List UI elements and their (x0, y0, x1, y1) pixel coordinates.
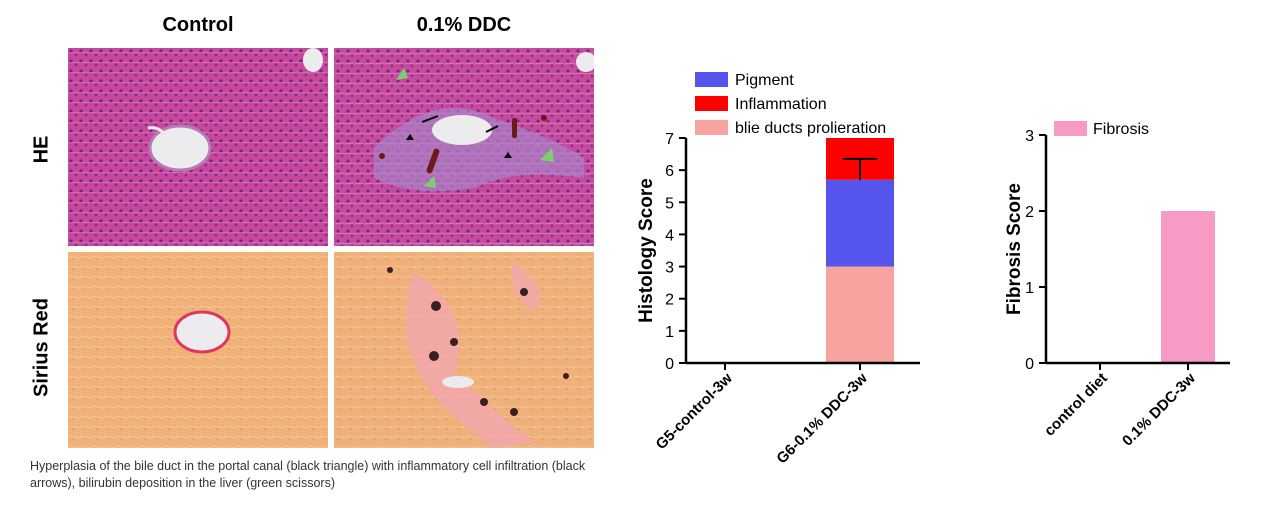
x-tick-label-1: G6-0.1% DDC-3w (773, 370, 871, 468)
fibrosis-score-chart: Fibrosis 0 1 2 3 control diet 0.1% DDC-3w Fibro… (1004, 121, 1230, 450)
y-tick-label-2: 2 (1025, 204, 1034, 221)
y-axis-label: Fibrosis Score (1004, 183, 1025, 315)
y-tick-label-4: 4 (665, 227, 674, 244)
figure-caption: Hyperplasia of the bile duct in the port… (30, 459, 586, 490)
x-tick-label-0: G5-control-3w (653, 370, 737, 454)
legend-swatch-1 (695, 96, 728, 111)
column-title-ddc: 0.1% DDC (416, 14, 512, 36)
legend-swatch-0 (695, 72, 728, 87)
y-tick-label-1: 1 (1025, 280, 1034, 297)
bar-1-0 (826, 266, 894, 363)
bar-1-1 (826, 179, 894, 267)
legend-label-1: Inflammation (735, 96, 827, 113)
legend-label-2: blie ducts prolieration (735, 120, 886, 137)
y-tick-label-7: 7 (665, 131, 674, 148)
y-tick-label-1: 1 (665, 324, 674, 341)
row-title-he: HE (30, 135, 53, 164)
y-tick-label-3: 3 (1025, 128, 1034, 145)
y-tick-label-2: 2 (665, 292, 674, 309)
histology-score-chart: Pigment Inflammation blie ducts prolierati… (636, 72, 920, 468)
legend-swatch-2 (695, 120, 728, 135)
row-title-sirius-red: Sirius Red (30, 298, 53, 397)
y-tick-label-0: 0 (665, 356, 674, 373)
he-ddc-image (334, 48, 594, 246)
y-tick-label-3: 3 (665, 260, 674, 277)
legend-label-fibrosis: Fibrosis (1093, 121, 1149, 138)
bar-fibrosis-1 (1161, 211, 1215, 363)
legend-swatch-fibrosis (1054, 121, 1087, 136)
y-tick-label-5: 5 (665, 195, 674, 212)
column-title-control: Control (162, 14, 234, 36)
legend-label-0: Pigment (735, 72, 794, 89)
y-tick-label-0: 0 (1025, 356, 1034, 373)
x-tick-label-0: control diet (1041, 370, 1111, 440)
y-tick-label-6: 6 (665, 163, 674, 180)
sirius-control-image (68, 252, 328, 448)
y-axis-label: Histology Score (636, 178, 657, 323)
he-control-image (68, 48, 328, 246)
sirius-ddc-image (334, 252, 594, 448)
x-tick-label-1: 0.1% DDC-3w (1119, 370, 1199, 450)
